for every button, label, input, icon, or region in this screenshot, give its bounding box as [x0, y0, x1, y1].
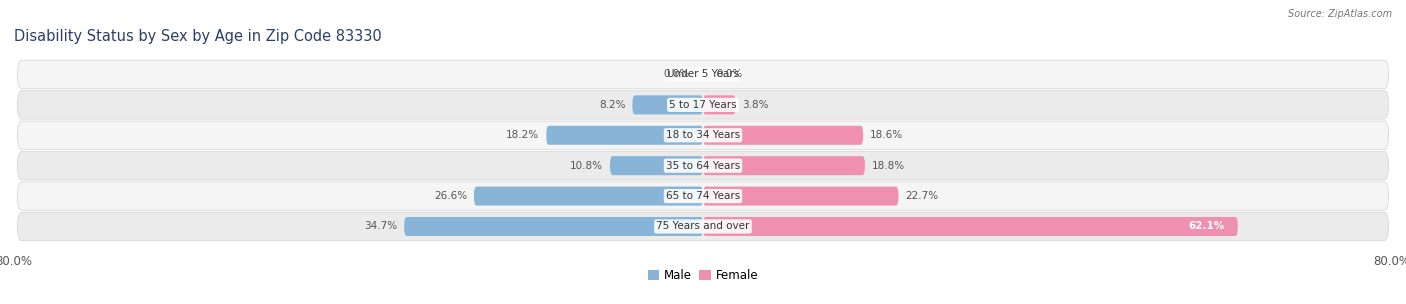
FancyBboxPatch shape	[17, 60, 1389, 89]
FancyBboxPatch shape	[17, 121, 1389, 150]
Text: Disability Status by Sex by Age in Zip Code 83330: Disability Status by Sex by Age in Zip C…	[14, 29, 382, 43]
Text: 75 Years and over: 75 Years and over	[657, 222, 749, 231]
FancyBboxPatch shape	[703, 217, 1237, 236]
FancyBboxPatch shape	[17, 182, 1389, 210]
Text: 35 to 64 Years: 35 to 64 Years	[666, 161, 740, 171]
Text: 10.8%: 10.8%	[569, 161, 603, 171]
FancyBboxPatch shape	[17, 212, 1389, 241]
FancyBboxPatch shape	[17, 151, 1389, 180]
Text: 18 to 34 Years: 18 to 34 Years	[666, 130, 740, 140]
FancyBboxPatch shape	[703, 187, 898, 206]
Text: Source: ZipAtlas.com: Source: ZipAtlas.com	[1288, 9, 1392, 19]
FancyBboxPatch shape	[703, 126, 863, 145]
FancyBboxPatch shape	[633, 95, 703, 114]
Text: Under 5 Years: Under 5 Years	[666, 70, 740, 79]
Legend: Male, Female: Male, Female	[643, 264, 763, 287]
Text: 18.8%: 18.8%	[872, 161, 905, 171]
Text: 8.2%: 8.2%	[599, 100, 626, 110]
FancyBboxPatch shape	[703, 95, 735, 114]
FancyBboxPatch shape	[17, 91, 1389, 119]
FancyBboxPatch shape	[474, 187, 703, 206]
Text: 62.1%: 62.1%	[1188, 222, 1225, 231]
Text: 5 to 17 Years: 5 to 17 Years	[669, 100, 737, 110]
FancyBboxPatch shape	[610, 156, 703, 175]
Text: 18.2%: 18.2%	[506, 130, 540, 140]
FancyBboxPatch shape	[547, 126, 703, 145]
Text: 65 to 74 Years: 65 to 74 Years	[666, 191, 740, 201]
Text: 0.0%: 0.0%	[716, 70, 742, 79]
Text: 34.7%: 34.7%	[364, 222, 398, 231]
Text: 26.6%: 26.6%	[434, 191, 467, 201]
Text: 22.7%: 22.7%	[905, 191, 938, 201]
Text: 3.8%: 3.8%	[742, 100, 769, 110]
Text: 18.6%: 18.6%	[870, 130, 903, 140]
FancyBboxPatch shape	[703, 156, 865, 175]
Text: 0.0%: 0.0%	[664, 70, 690, 79]
FancyBboxPatch shape	[404, 217, 703, 236]
